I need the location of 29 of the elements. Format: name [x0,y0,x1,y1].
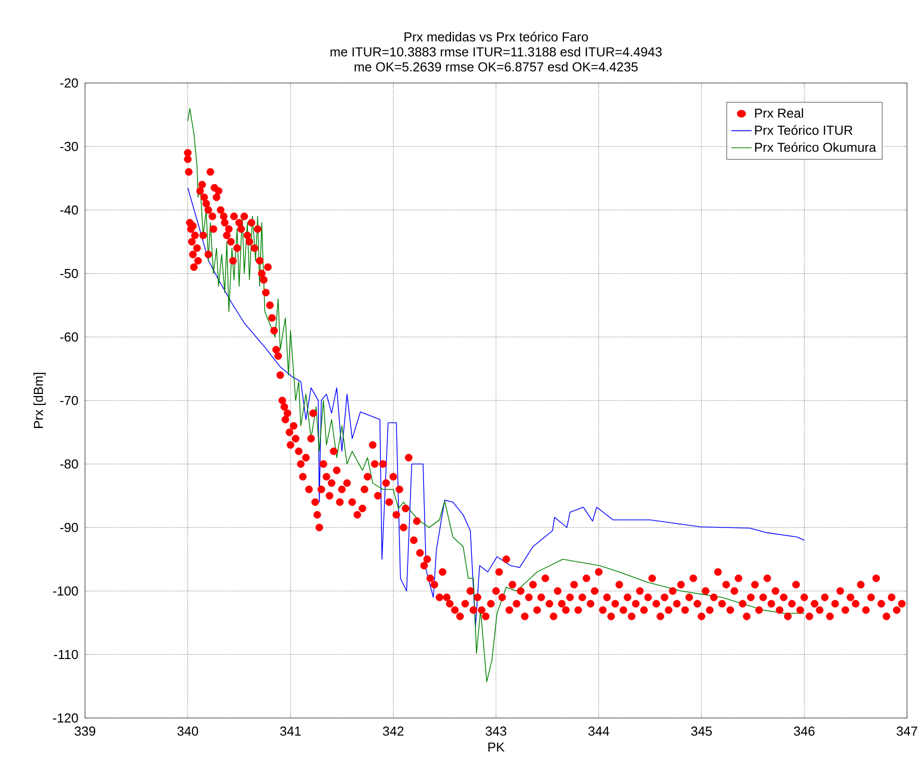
x-tick-label: 342 [382,726,404,736]
y-tick-label: -80 [60,459,78,469]
x-tick-label: 347 [896,726,918,736]
x-tick-label: 344 [588,726,610,736]
x-tick-label: 340 [177,726,198,736]
y-tick-label: -40 [60,205,78,215]
y-tick-label: -50 [60,268,78,278]
y-tick-label: -100 [53,586,78,596]
y-tick-label: -30 [60,142,78,152]
legend-label: Prx Teórico Okumura [755,142,876,152]
y-tick-label: -90 [60,522,78,532]
y-tick-label: -60 [60,332,78,342]
y-tick-label: -110 [54,650,78,660]
x-tick-label: 343 [486,726,506,736]
y-tick-label: -120 [53,713,78,723]
chart-title: Prx medidas vs Prx teórico Faro [404,32,588,42]
legend-label: Prx Real [755,108,804,118]
legend-label: Prx Teórico ITUR [755,125,852,135]
chart-subtitle: me ITUR=10.3883 rmse ITUR=11.3188 esd ITUR=4.4943 [330,46,662,56]
x-tick-label: 339 [74,726,96,736]
x-tick-label: 346 [794,726,815,736]
text: me OK=5.2639 rmse OK=6.8757 esd OK=4.4235 [354,62,638,72]
line-series [187,187,805,628]
y-tick-label: -20 [60,78,78,88]
x-tick-label: 345 [691,726,712,736]
y-tick-label: -70 [60,396,78,406]
x-axis-title: PK [488,742,505,752]
y-axis-title: Prx [dBm] [33,372,46,428]
x-tick-label: 341 [280,726,301,736]
